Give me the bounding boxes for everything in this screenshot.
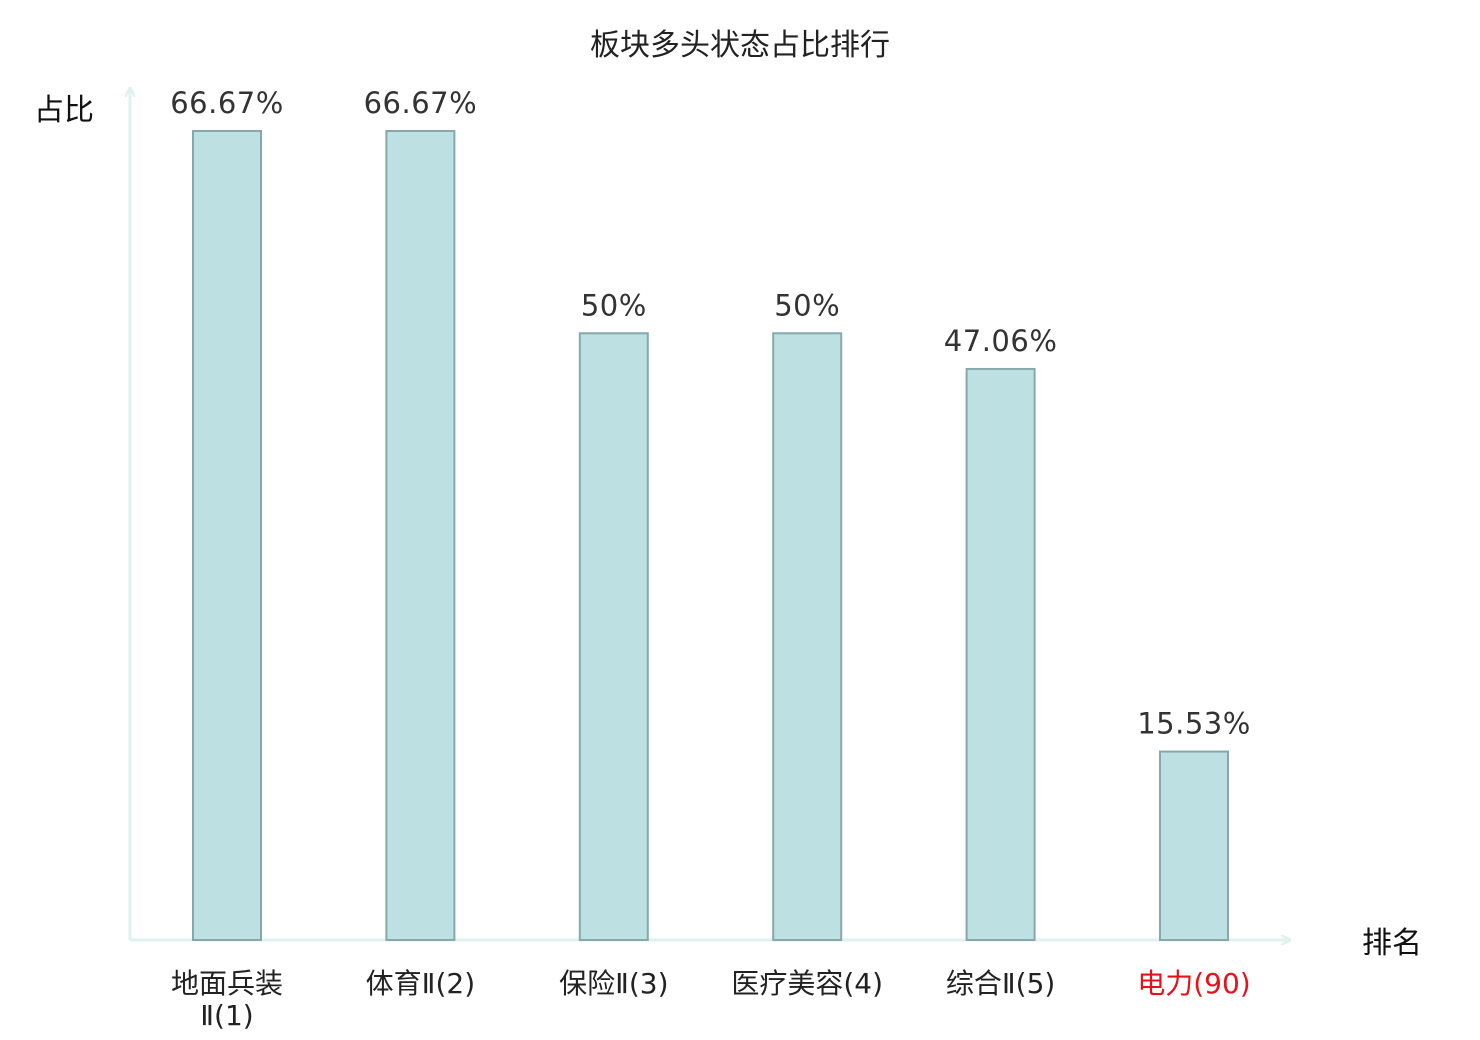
bar (578, 332, 649, 941)
x-tick-label: Ⅱ(1) (200, 999, 253, 1032)
bar (772, 332, 843, 941)
bar-value-label: 66.67% (364, 86, 478, 120)
bar-value-label: 66.67% (170, 86, 284, 120)
y-axis-title: 占比 (34, 93, 94, 128)
bar (1159, 750, 1229, 941)
bar-value-label: 50% (581, 288, 647, 322)
x-tick-label: 体育Ⅱ(2) (366, 967, 475, 1000)
value-labels-group: 66.67% 66.67% 50% 50% 47.06% 15.53% (170, 86, 1251, 741)
bar (965, 367, 1036, 941)
bar-value-label: 47.06% (944, 324, 1058, 358)
x-tick-label: 地面兵装 (171, 967, 283, 1000)
x-tick-label: 医疗美容(4) (731, 967, 883, 1000)
bar (385, 130, 456, 941)
bar-value-label: 50% (774, 288, 840, 322)
x-axis-title: 排名 (1362, 926, 1422, 961)
x-tick-label: 保险Ⅱ(3) (559, 967, 668, 1000)
bar-value-label: 15.53% (1137, 707, 1251, 741)
x-tick-label: 电力(90) (1137, 967, 1250, 1000)
bars-group (192, 130, 1229, 941)
bar (192, 130, 262, 941)
chart-title: 板块多头状态占比排行 (590, 28, 890, 63)
x-tick-label: 综合Ⅱ(5) (946, 967, 1055, 1000)
